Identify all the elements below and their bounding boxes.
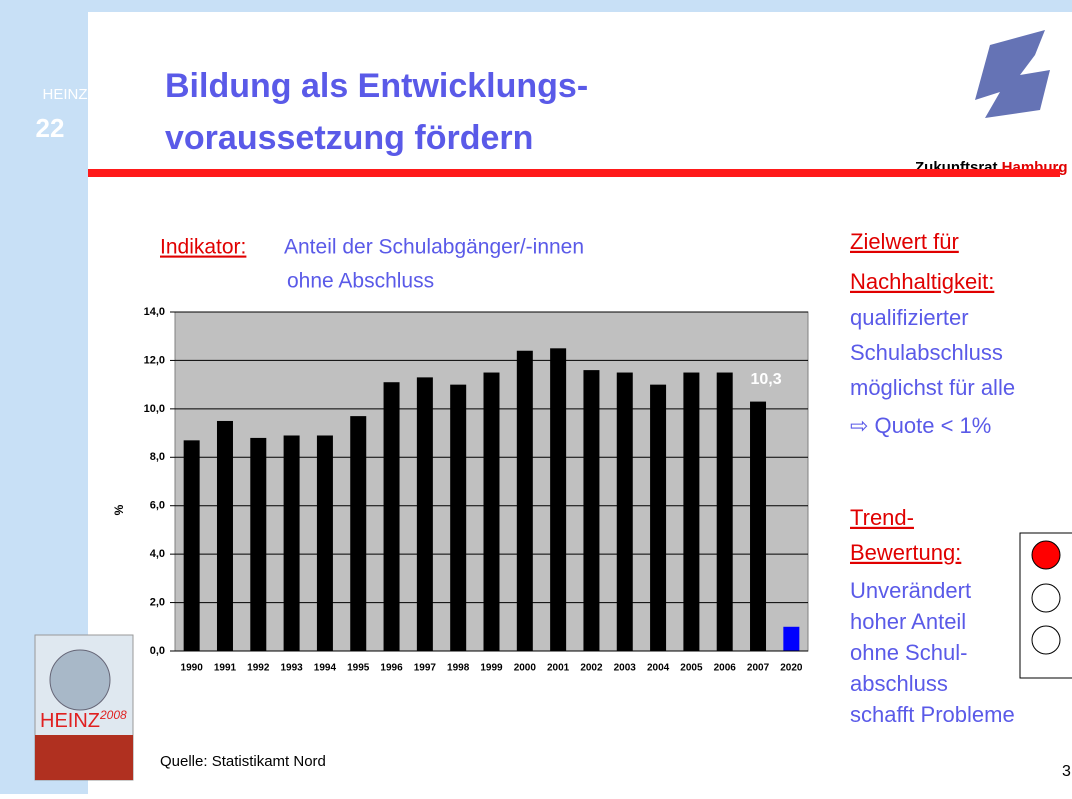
x-tick-label: 2007 — [747, 663, 770, 674]
y-tick-label: 4,0 — [150, 548, 165, 560]
book-cover: HEINZ2008 — [35, 635, 133, 780]
traffic-light — [1020, 533, 1072, 678]
top-strip — [0, 0, 1072, 12]
bar — [783, 627, 799, 651]
target-quota: ⇨ Quote < 1% — [850, 413, 991, 438]
x-tick-label: 1999 — [480, 663, 503, 674]
bar — [650, 385, 666, 651]
bar — [250, 438, 266, 651]
title: voraussetzung fördern — [165, 119, 533, 157]
indicator-text: Anteil der Schulabgänger/-innen — [284, 236, 584, 259]
trend-heading: Trend- — [850, 505, 914, 530]
bar — [750, 402, 766, 651]
bar — [317, 435, 333, 651]
y-tick-label: 8,0 — [150, 451, 165, 463]
target-line: qualifizierter — [850, 305, 969, 330]
bar — [350, 416, 366, 651]
y-tick-label: 10,0 — [144, 403, 165, 415]
y-axis-label: % — [112, 504, 126, 515]
trend-heading: Bewertung: — [850, 540, 961, 565]
target-line: möglichst für alle — [850, 375, 1015, 400]
x-tick-label: 2001 — [547, 663, 570, 674]
book-name: HEINZ — [40, 710, 100, 732]
trend-line: abschluss — [850, 671, 948, 696]
source: Quelle: Statistikamt Nord — [160, 753, 326, 770]
divider — [88, 169, 1060, 177]
bar — [284, 435, 300, 651]
page-number: 3 — [1062, 763, 1071, 780]
x-tick-label: 1991 — [214, 663, 237, 674]
indicator-label: Indikator: — [160, 236, 246, 259]
target-heading: Zielwert für — [850, 229, 959, 254]
title: Bildung als Entwicklungs- — [165, 67, 588, 105]
y-tick-label: 12,0 — [144, 354, 165, 366]
y-tick-label: 2,0 — [150, 596, 165, 608]
target-heading: Nachhaltigkeit: — [850, 269, 994, 294]
bar — [417, 377, 433, 651]
x-tick-label: 2006 — [714, 663, 737, 674]
series-number: 22 — [36, 113, 65, 143]
x-tick-label: 2002 — [580, 663, 603, 674]
x-tick-label: 2000 — [514, 663, 537, 674]
series-label: HEINZ — [43, 86, 88, 103]
x-tick-label: 1996 — [380, 663, 403, 674]
x-tick-label: 1994 — [314, 663, 337, 674]
bar — [184, 440, 200, 651]
trend-line: schafft Probleme — [850, 702, 1015, 727]
y-tick-label: 14,0 — [144, 306, 165, 318]
bar — [583, 370, 599, 651]
bar — [617, 373, 633, 651]
bar — [517, 351, 533, 651]
indicator-text: ohne Abschluss — [287, 270, 434, 293]
target-line: Schulabschluss — [850, 340, 1003, 365]
bar — [683, 373, 699, 651]
trend-line: Unverändert — [850, 578, 971, 603]
x-tick-label: 2020 — [780, 663, 803, 674]
y-tick-label: 6,0 — [150, 500, 165, 512]
x-tick-label: 1992 — [247, 663, 270, 674]
bar — [717, 373, 733, 651]
x-tick-label: 1993 — [280, 663, 303, 674]
book-year: 2008 — [99, 708, 127, 722]
x-tick-label: 2003 — [614, 663, 637, 674]
x-tick-label: 1995 — [347, 663, 370, 674]
bar — [450, 385, 466, 651]
bar — [384, 382, 400, 651]
chart: 0,0 2,0 4,0 6,0 8,0 10,0 12,0 14,0% 1990 1991 1992… — [112, 306, 808, 674]
bar — [217, 421, 233, 651]
y-tick-label: 0,0 — [150, 645, 165, 657]
trend-line: hoher Anteil — [850, 609, 966, 634]
bar — [550, 348, 566, 651]
x-tick-label: 1997 — [414, 663, 437, 674]
x-tick-label: 2004 — [647, 663, 670, 674]
x-tick-label: 1998 — [447, 663, 470, 674]
x-tick-label: 2005 — [680, 663, 703, 674]
data-label: 10,3 — [750, 371, 781, 388]
slide: HEINZ 22 Bildung als Entwicklungs- vorau… — [0, 0, 1072, 794]
bar — [484, 373, 500, 651]
x-tick-label: 1990 — [181, 663, 204, 674]
trend-line: ohne Schul- — [850, 640, 967, 665]
